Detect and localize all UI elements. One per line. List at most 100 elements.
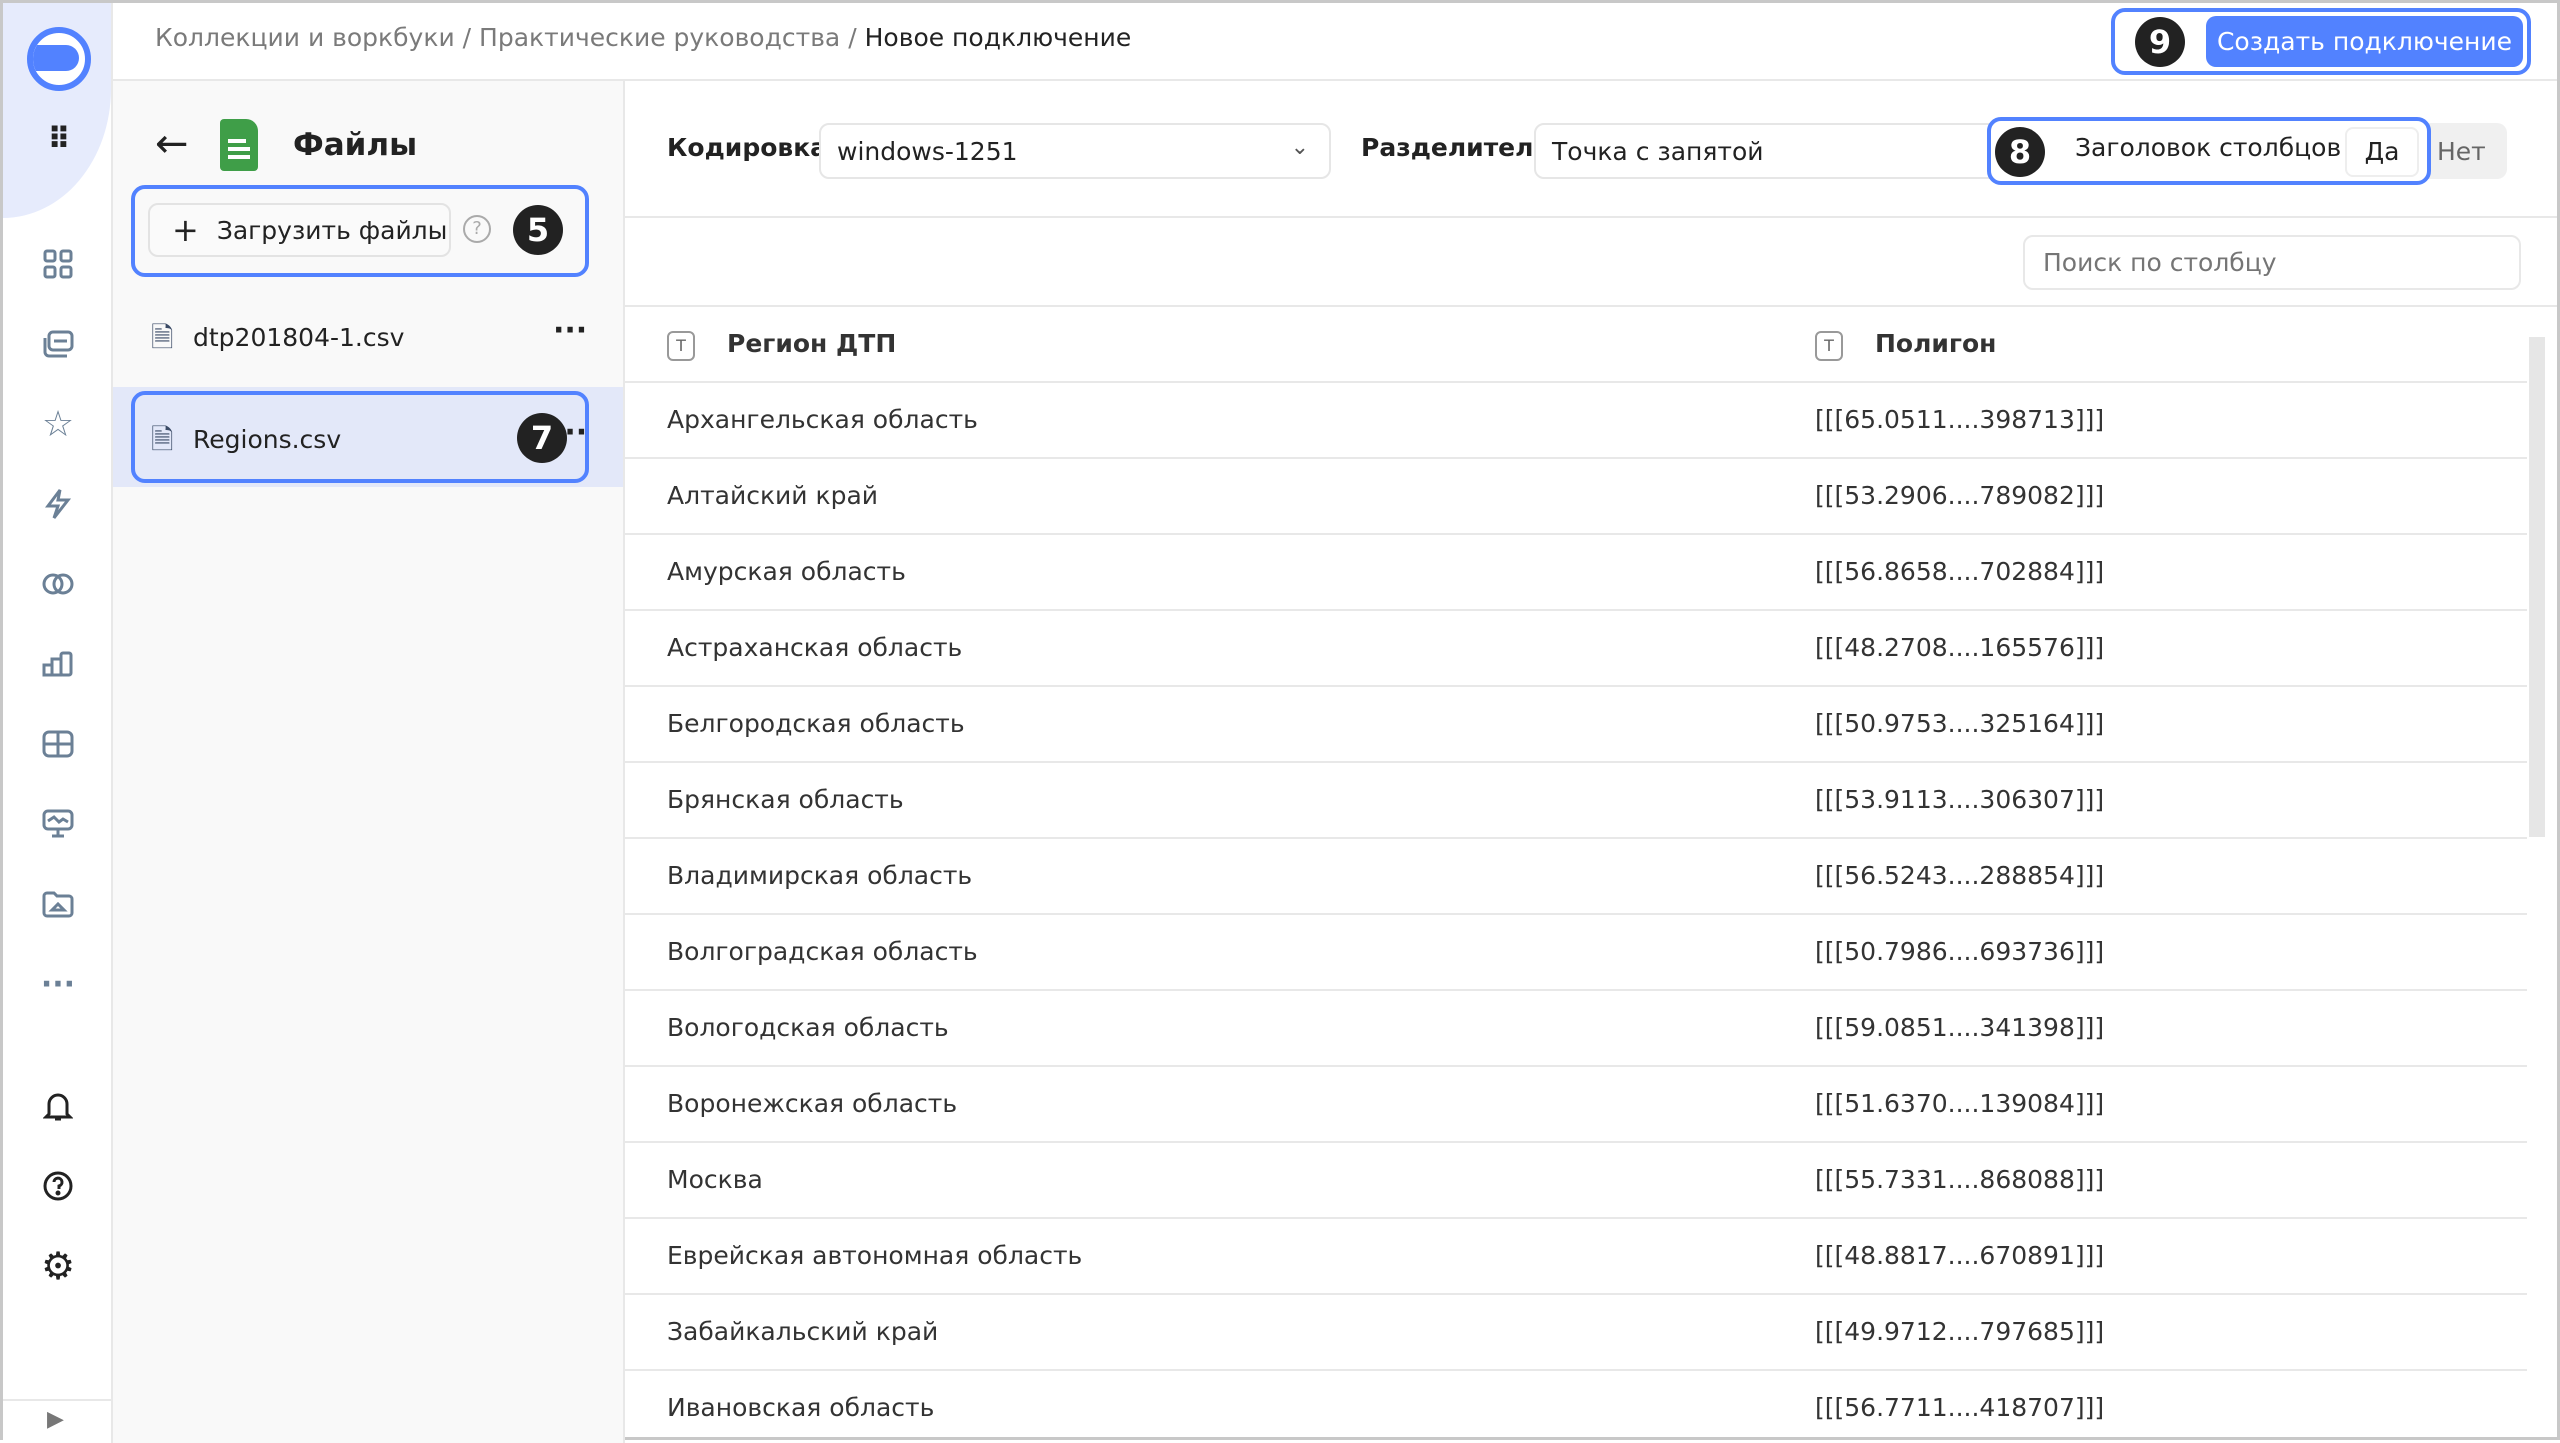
cell-polygon: [[[49.9712....797685]]]: [1815, 1317, 2105, 1346]
table-row: Архангельская область [[[65.0511....39871…: [625, 383, 2527, 459]
lightning-icon[interactable]: [33, 479, 83, 529]
delimiter-label: Разделитель: [1361, 133, 1550, 162]
table-row: Амурская область [[[56.8658....702884]]]: [625, 535, 2527, 611]
table-row: Брянская область [[[53.9113....306307]]]: [625, 763, 2527, 839]
step-badge-8: 8: [1995, 127, 2045, 177]
upload-files-button[interactable]: + Загрузить файлы: [148, 203, 451, 257]
table-row: Астраханская область [[[48.2708....165576…: [625, 611, 2527, 687]
encoding-label: Кодировка: [667, 133, 828, 162]
plus-icon: +: [172, 211, 199, 249]
search-divider: [625, 305, 2557, 307]
folder-icon[interactable]: [33, 879, 83, 929]
cell-polygon: [[[59.0851....341398]]]: [1815, 1013, 2105, 1042]
help-icon[interactable]: [33, 1161, 83, 1211]
encoding-select[interactable]: windows-1251 ⌄: [819, 123, 1331, 179]
scrollbar[interactable]: [2529, 337, 2545, 837]
step-badge-5: 5: [513, 205, 563, 255]
cell-polygon: [[[53.2906....789082]]]: [1815, 481, 2105, 510]
cell-region: Забайкальский край: [667, 1317, 939, 1346]
table-icon[interactable]: [33, 719, 83, 769]
cell-polygon: [[[53.9113....306307]]]: [1815, 785, 2105, 814]
file-name: dtp201804-1.csv: [193, 323, 405, 352]
cell-polygon: [[[65.0511....398713]]]: [1815, 405, 2105, 434]
help-circle-icon[interactable]: ?: [463, 215, 491, 243]
toolbar-divider: [625, 216, 2557, 218]
apps-grid-icon[interactable]: ⠿: [47, 122, 70, 157]
cell-region: Белгородская область: [667, 709, 965, 738]
back-arrow-icon[interactable]: ←: [155, 121, 189, 167]
create-highlight: [2111, 8, 2531, 75]
cell-region: Москва: [667, 1165, 763, 1194]
settings-gear-icon[interactable]: ⚙: [40, 1244, 76, 1288]
file-item-regions[interactable]: 🗎 Regions.csv ··· 7: [113, 387, 623, 487]
logo-icon[interactable]: [27, 27, 91, 91]
table-row: Белгородская область [[[50.9753....325164…: [625, 687, 2527, 763]
cell-region: Архангельская область: [667, 405, 978, 434]
files-panel: ← Файлы + Загрузить файлы ? 5 🗎 dtp20180…: [113, 81, 625, 1443]
cell-region: Волгоградская область: [667, 937, 978, 966]
header-option-yes[interactable]: Да: [2345, 127, 2419, 177]
table-row: Забайкальский край [[[49.9712....797685]]…: [625, 1295, 2527, 1371]
table-row: Вологодская область [[[59.0851....341398]…: [625, 991, 2527, 1067]
breadcrumb: Коллекции и воркбуки / Практические руко…: [155, 23, 1131, 52]
bell-icon[interactable]: [33, 1081, 83, 1131]
files-title: Файлы: [293, 127, 418, 163]
delimiter-select[interactable]: Точка с запятой: [1534, 123, 2014, 179]
file-name: Regions.csv: [193, 425, 342, 454]
table-row: Еврейская автономная область [[[48.8817..…: [625, 1219, 2527, 1295]
breadcrumb-item-collections[interactable]: Коллекции и воркбуки: [155, 23, 455, 52]
cell-polygon: [[[48.2708....165576]]]: [1815, 633, 2105, 662]
create-connection-button[interactable]: Создать подключение: [2206, 16, 2523, 67]
header-option-no[interactable]: Нет: [2437, 137, 2486, 166]
step-badge-7: 7: [517, 413, 567, 463]
file-more-icon[interactable]: ···: [553, 313, 588, 348]
spreadsheet-file-icon: [220, 119, 258, 171]
breadcrumb-separator: /: [848, 23, 857, 52]
upload-files-label: Загрузить файлы: [216, 215, 448, 245]
main-area: Кодировка windows-1251 ⌄ Разделитель Точ…: [625, 81, 2557, 1437]
cell-polygon: [[[48.8817....670891]]]: [1815, 1241, 2105, 1270]
chevron-down-icon: ⌄: [1290, 135, 1309, 160]
cell-polygon: [[[56.5243....288854]]]: [1815, 861, 2105, 890]
table-header-row: T Регион ДТП T Полигон: [625, 307, 2527, 383]
table-row: Ивановская область [[[56.7711....418707]]…: [625, 1371, 2527, 1437]
nav-rail: ⠿ ☆ ··· ⚙ ▶: [3, 3, 113, 1443]
cell-region: Брянская область: [667, 785, 904, 814]
star-icon[interactable]: ☆: [41, 403, 75, 445]
table-row: Алтайский край [[[53.2906....789082]]]: [625, 459, 2527, 535]
monitor-icon[interactable]: [33, 799, 83, 849]
expand-rail-icon[interactable]: ▶: [47, 1407, 64, 1432]
chart-icon[interactable]: [33, 639, 83, 689]
breadcrumb-separator: /: [462, 23, 472, 52]
text-type-icon: T: [667, 331, 695, 361]
cell-polygon: [[[55.7331....868088]]]: [1815, 1165, 2105, 1194]
file-item-dtp[interactable]: 🗎 dtp201804-1.csv ···: [113, 301, 623, 373]
collections-icon[interactable]: [33, 319, 83, 369]
cell-polygon: [[[50.9753....325164]]]: [1815, 709, 2105, 738]
rail-divider: [3, 1399, 111, 1401]
column-search-input[interactable]: [2023, 235, 2521, 290]
document-icon: 🗎: [151, 321, 174, 354]
cell-region: Амурская область: [667, 557, 906, 586]
regions-highlight: [131, 391, 589, 483]
table-row: Волгоградская область [[[50.7986....69373…: [625, 915, 2527, 991]
cell-polygon: [[[56.8658....702884]]]: [1815, 557, 2105, 586]
table-row: Владимирская область [[[56.5243....288854…: [625, 839, 2527, 915]
breadcrumb-current: Новое подключение: [864, 23, 1132, 52]
cell-region: Владимирская область: [667, 861, 973, 890]
cell-region: Еврейская автономная область: [667, 1241, 1083, 1270]
column-header-region[interactable]: Регион ДТП: [727, 329, 897, 358]
encoding-value: windows-1251: [837, 136, 1018, 166]
dashboard-icon[interactable]: [33, 239, 83, 289]
connections-icon[interactable]: [33, 559, 83, 609]
column-header-label: Заголовок столбцов: [2075, 133, 2342, 162]
cell-region: Астраханская область: [667, 633, 963, 662]
table-row: Москва [[[55.7331....868088]]]: [625, 1143, 2527, 1219]
more-icon[interactable]: ···: [40, 966, 76, 1002]
cell-polygon: [[[51.6370....139084]]]: [1815, 1089, 2105, 1118]
column-header-polygon[interactable]: Полигон: [1875, 329, 1997, 358]
cell-region: Воронежская область: [667, 1089, 958, 1118]
breadcrumb-item-guides[interactable]: Практические руководства: [479, 23, 841, 52]
cell-region: Ивановская область: [667, 1393, 935, 1422]
data-table: T Регион ДТП T Полигон Архангельская обл…: [625, 307, 2557, 1437]
